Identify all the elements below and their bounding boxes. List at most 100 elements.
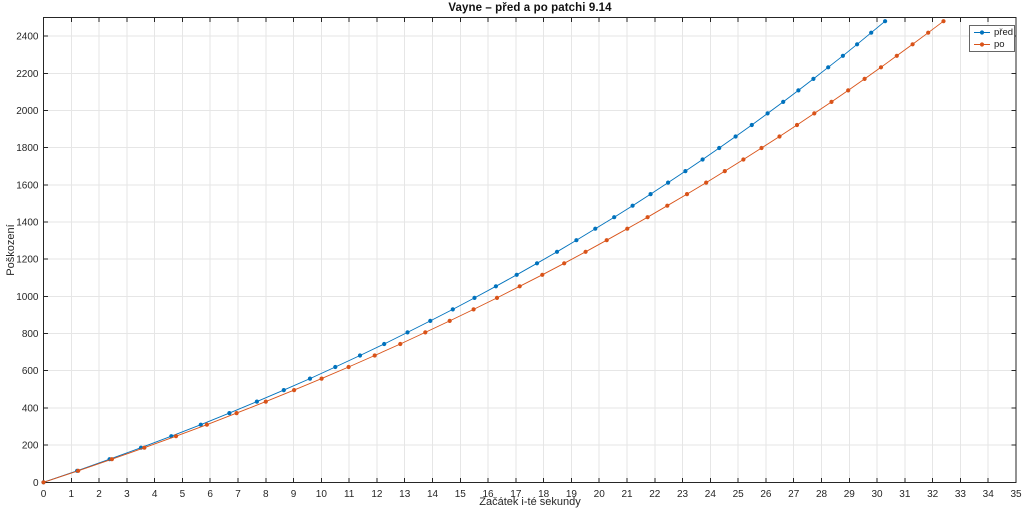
data-point	[204, 422, 209, 427]
x-tick-label: 23	[677, 489, 689, 500]
data-point	[733, 134, 738, 139]
data-point	[741, 157, 746, 162]
data-point	[263, 399, 268, 404]
line-marker-icon	[974, 30, 990, 35]
data-point	[514, 272, 519, 277]
x-tick-label: 29	[844, 489, 856, 500]
data-point	[625, 226, 630, 231]
y-tick-label: 1400	[16, 218, 39, 229]
x-tick-label: 19	[566, 489, 578, 500]
data-point	[173, 434, 179, 439]
data-point	[583, 249, 588, 254]
data-point	[700, 157, 705, 162]
data-point	[198, 422, 203, 427]
data-point	[862, 76, 867, 81]
data-point	[319, 376, 324, 381]
x-tick-label: 0	[41, 489, 47, 500]
y-axis-label: Poškození	[5, 224, 17, 276]
x-tick-label: 13	[399, 489, 411, 500]
x-tick-label: 7	[235, 489, 241, 500]
data-point	[405, 330, 410, 335]
data-point	[722, 169, 727, 174]
data-point	[428, 318, 433, 323]
y-tick-label: 1200	[16, 255, 39, 266]
data-point	[645, 215, 650, 220]
x-tick-label: 35	[1010, 489, 1022, 500]
y-tick-label: 0	[33, 478, 39, 489]
series-line	[43, 20, 886, 483]
legend-entry-pred: před	[973, 27, 1014, 38]
data-point	[554, 249, 560, 254]
data-point	[665, 203, 670, 208]
data-point	[357, 353, 363, 358]
data-point	[517, 284, 522, 289]
y-tick-label: 1000	[16, 292, 39, 303]
data-point	[472, 295, 477, 300]
axes-box	[43, 17, 1017, 483]
data-point	[142, 445, 147, 450]
x-tick-label: 4	[152, 489, 158, 500]
data-point	[281, 388, 286, 393]
data-point	[630, 203, 635, 208]
legend-label-po: po	[994, 38, 1005, 50]
data-point	[883, 19, 888, 24]
data-point	[227, 411, 232, 416]
x-tick-label: 31	[899, 489, 911, 500]
x-tick-label: 5	[180, 489, 186, 500]
data-point	[840, 53, 846, 58]
x-tick-label: 22	[649, 489, 661, 500]
data-point	[612, 215, 617, 220]
data-point	[794, 122, 800, 128]
data-point	[382, 341, 387, 347]
data-point	[423, 330, 428, 335]
x-tick-label: 9	[291, 489, 297, 500]
y-tick-label: 2000	[16, 106, 39, 117]
legend-label-pred: před	[994, 27, 1014, 38]
data-point	[869, 30, 874, 35]
data-point	[894, 53, 899, 58]
data-point	[812, 111, 817, 116]
data-point	[593, 226, 598, 231]
data-point	[307, 376, 313, 381]
data-point	[717, 145, 722, 151]
y-tick-label: 2200	[16, 69, 39, 80]
x-tick-label: 21	[621, 489, 633, 500]
y-tick-label: 400	[22, 403, 39, 414]
x-tick-label: 20	[594, 489, 606, 500]
x-tick-label: 2	[96, 489, 102, 500]
data-point	[398, 341, 403, 347]
x-tick-label: 26	[760, 489, 772, 500]
y-tick-label: 1800	[16, 143, 39, 154]
data-point	[759, 145, 764, 151]
x-tick-label: 8	[263, 489, 269, 500]
data-point	[684, 192, 690, 197]
data-point	[855, 42, 860, 47]
x-tick-label: 25	[733, 489, 745, 500]
data-point	[109, 457, 114, 462]
x-tick-label: 3	[124, 489, 130, 500]
data-point	[781, 99, 786, 104]
line-marker-icon	[974, 42, 990, 47]
data-point	[811, 76, 816, 81]
x-axis-label: Začátek i-té sekundy	[479, 496, 581, 508]
grid	[43, 17, 1016, 483]
x-tick-label: 11	[344, 489, 355, 500]
data-point	[254, 399, 259, 404]
data-point	[76, 468, 81, 473]
x-tick-label: 30	[872, 489, 884, 500]
data-point	[346, 364, 351, 370]
data-point	[826, 65, 831, 70]
x-tick-label: 33	[955, 489, 967, 500]
data-point	[683, 169, 688, 174]
data-point	[447, 318, 452, 323]
x-tick-label: 16	[483, 489, 495, 500]
data-point	[540, 272, 545, 277]
data-point	[534, 261, 540, 266]
x-tick-label: 34	[983, 489, 995, 500]
data-point	[765, 111, 770, 116]
x-tick-label: 32	[927, 489, 939, 500]
y-tick-label: 1600	[16, 180, 39, 191]
x-tick-label: 1	[69, 489, 75, 500]
data-point	[910, 42, 915, 47]
